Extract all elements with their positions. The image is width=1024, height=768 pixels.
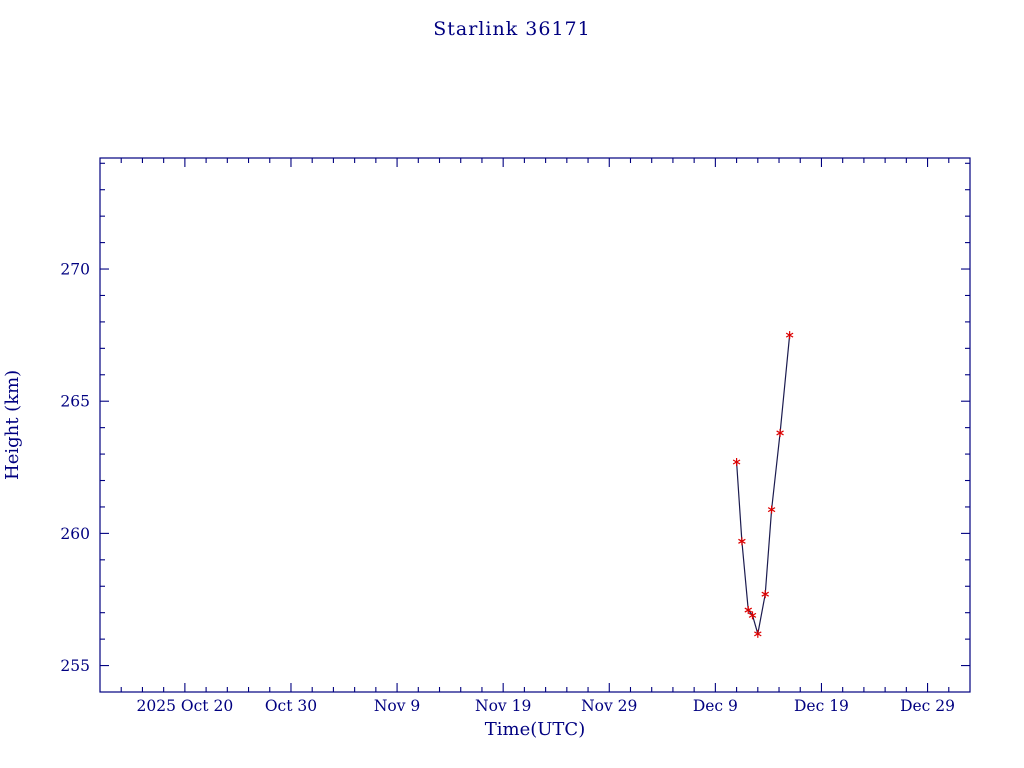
marker-spoke [761,591,769,597]
x-tick-label: Nov 29 [581,697,637,715]
data-point-marker [748,611,757,620]
data-point-marker [785,331,794,340]
data-point-marker [776,428,784,437]
x-tick-label: Dec 19 [794,697,849,715]
x-axis-label: Time(UTC) [484,719,586,740]
marker-spoke [744,607,753,613]
marker-spoke [748,612,757,618]
marker-spoke [738,538,746,544]
data-point-marker [738,537,746,546]
plot-frame [99,157,971,693]
y-tick-label: 265 [60,393,90,411]
x-tick-label: Oct 30 [265,697,317,715]
data-point-marker [732,458,741,467]
data-point-marker [754,629,762,638]
marker-spoke [785,332,794,338]
data-point-marker [744,606,753,615]
x-tick-label: Dec 9 [693,697,738,715]
series-markers [732,331,794,638]
chart-title: Starlink 36171 [433,18,591,40]
data-point-marker [767,505,776,514]
x-tick-label: Nov 19 [475,697,531,715]
y-tick-label: 270 [60,261,90,279]
x-tick-label: 2025 Oct 20 [137,697,234,715]
marker-spoke [776,430,784,436]
x-tick-label: Nov 9 [374,697,420,715]
y-tick-label: 260 [60,525,90,543]
marker-spoke [732,459,741,465]
x-tick-label: Dec 29 [900,697,955,715]
marker-spoke [754,631,762,637]
y-tick-label: 255 [60,657,90,675]
height-series-line [735,335,791,635]
axis-tick-labels: 2025 Oct 20 Oct 30 Nov 9 Nov 19 Nov 29 Dec 9 D… [60,261,955,715]
axis-ticks [100,158,970,692]
data-point-marker [761,590,769,599]
marker-spoke [767,507,776,513]
